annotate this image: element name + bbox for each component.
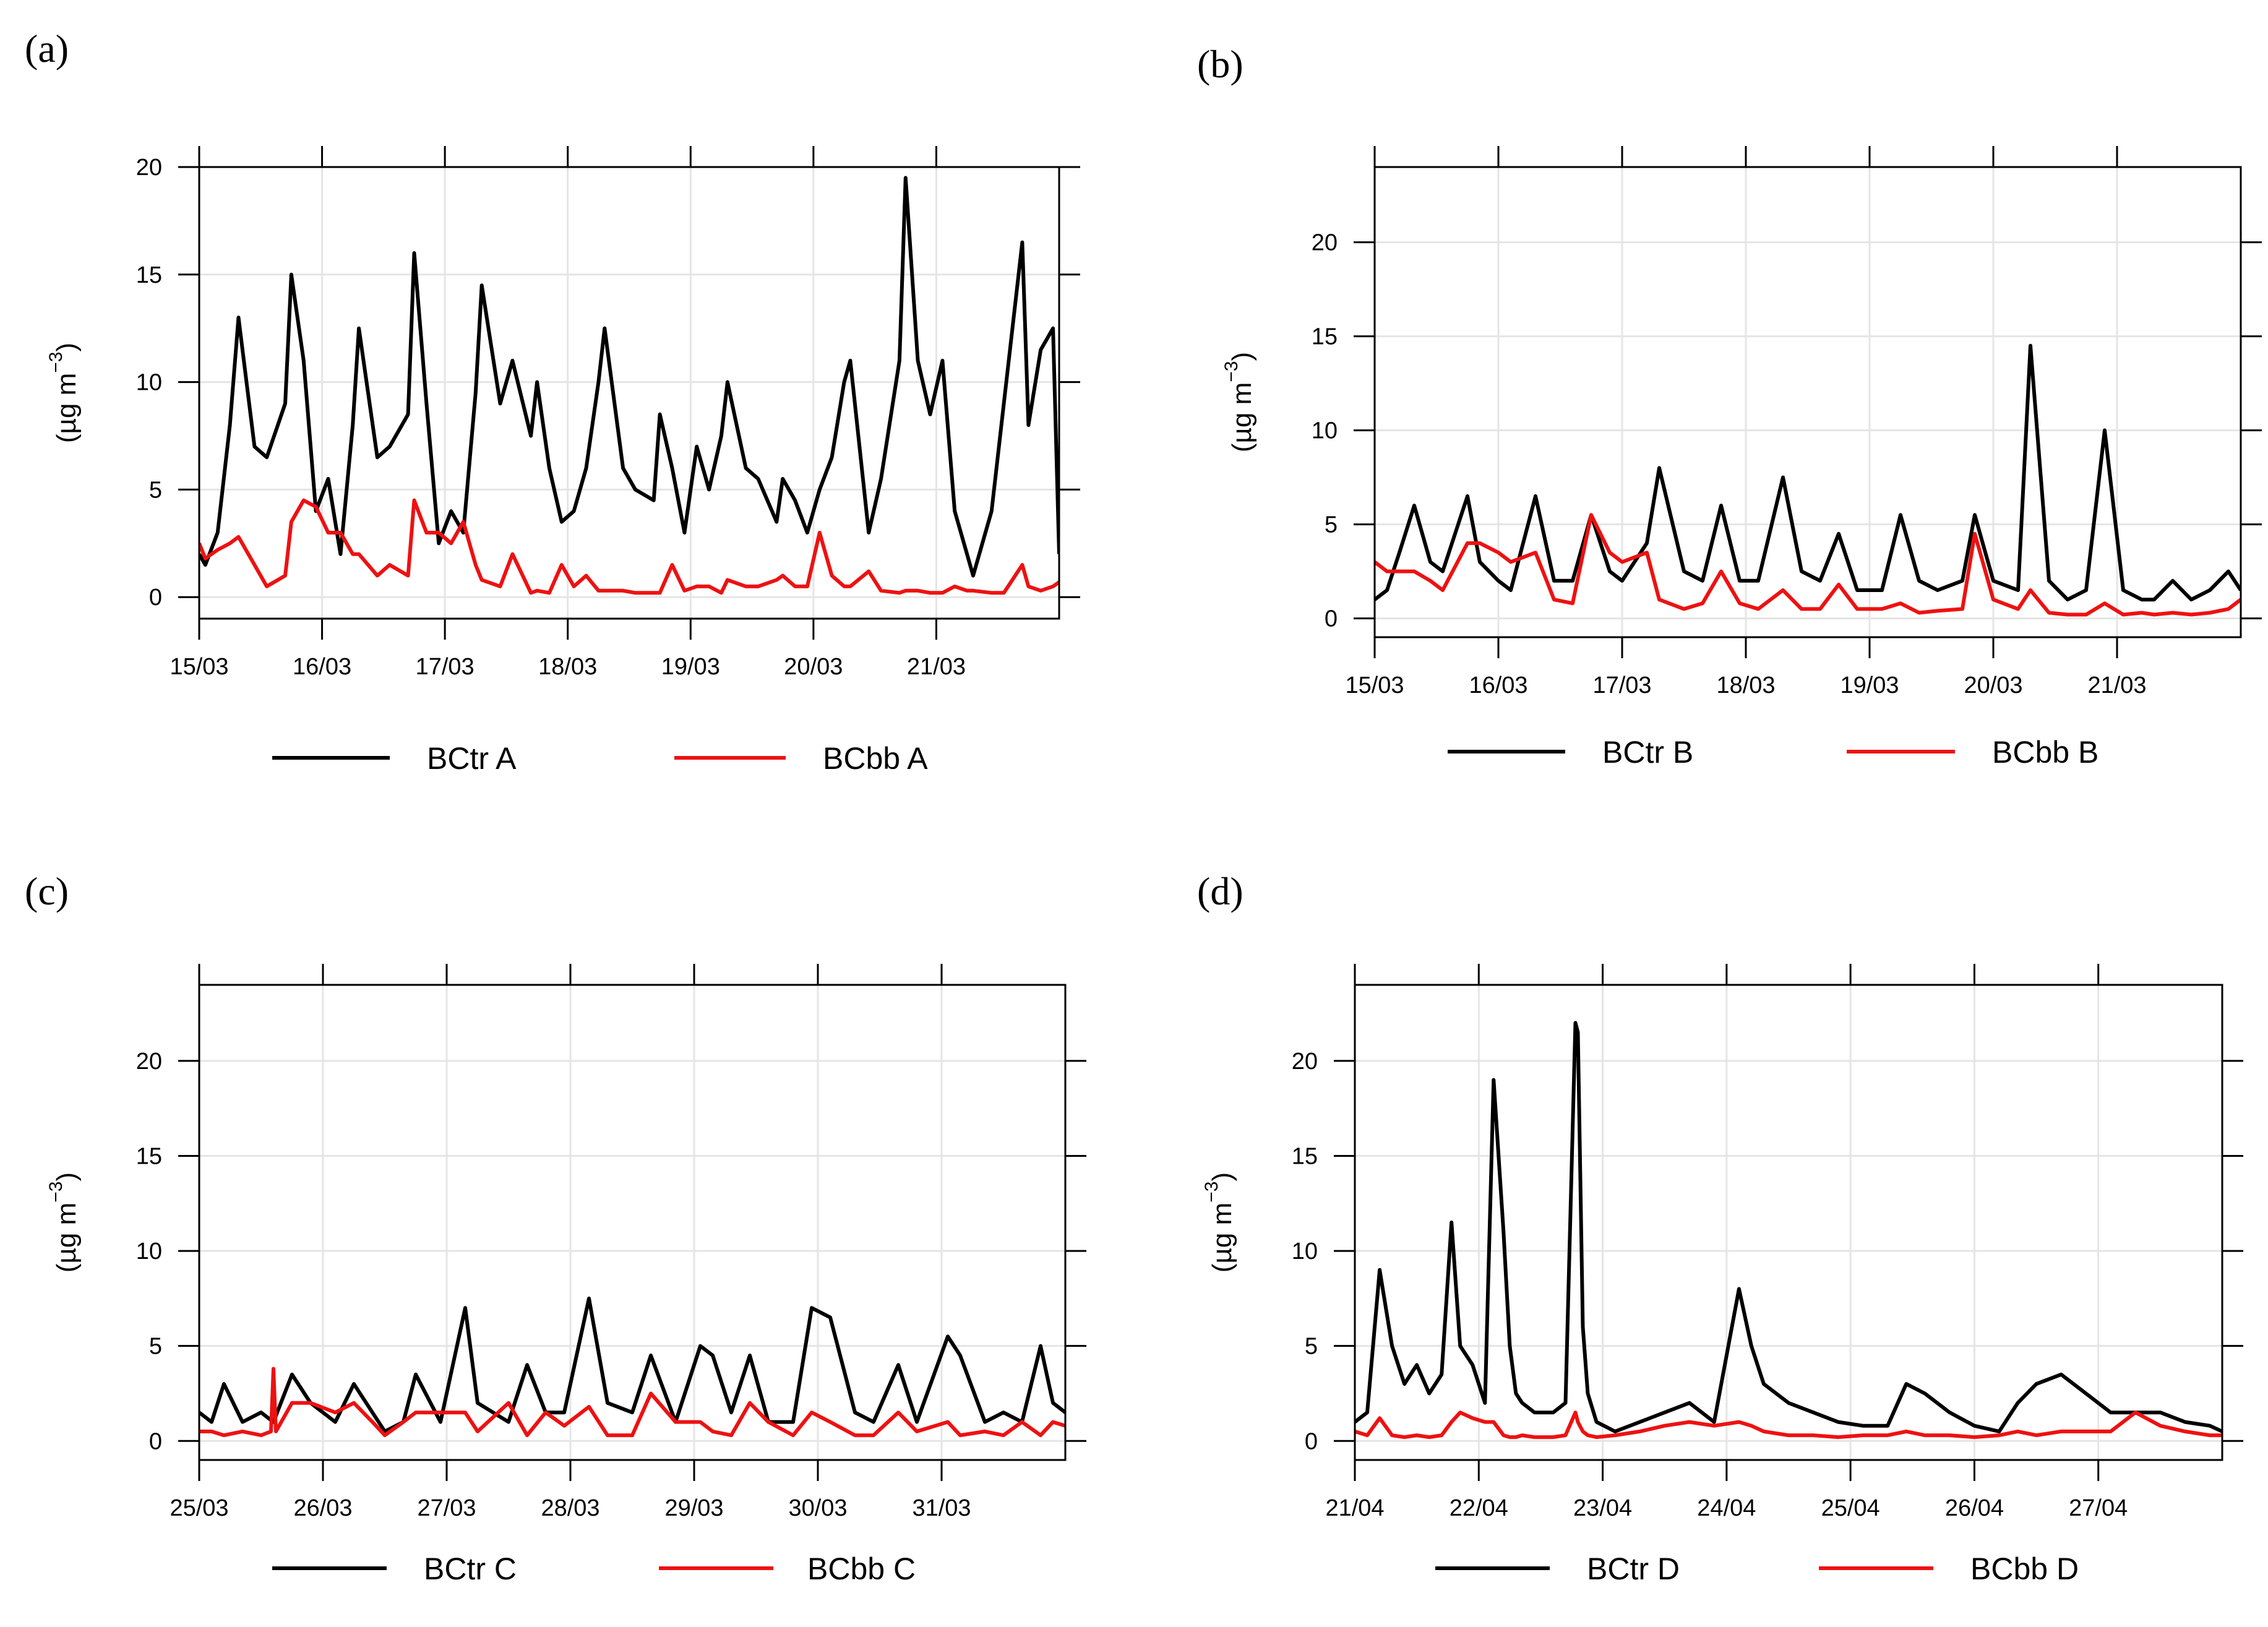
y-axis-label-sup: −3 (1221, 361, 1242, 382)
legend-label-bcbb: BCbb A (823, 741, 928, 776)
series-line-bcbb (1375, 513, 2241, 617)
x-tick-label: 18/03 (1716, 672, 1775, 698)
x-tick-label: 25/04 (1821, 1495, 1880, 1521)
x-tick-label: 19/03 (661, 654, 720, 680)
series-line-bcbb (199, 1367, 1065, 1438)
legend-label-bcbb: BCbb D (1970, 1552, 2079, 1586)
panel-label: (b) (1197, 42, 1244, 86)
y-tick-label: 20 (1292, 1049, 1318, 1075)
y-tick-label: 15 (136, 262, 162, 288)
series-line-bctr (199, 176, 1059, 578)
series-line-bcbb (199, 498, 1059, 595)
series-line-bctr (1375, 343, 2241, 602)
plot-frame (1373, 166, 2242, 638)
x-tick-label: 20/03 (1964, 672, 2022, 698)
y-axis-label: (µg m−3) (46, 343, 82, 443)
panel-d: (d) 0 5 10 15 20 21/04 22/04 23/04 24/04 25/04 26/0… (1197, 869, 2243, 1586)
y-axis-label-close: ) (1227, 352, 1257, 361)
y-axis-label: (µg m−3) (1201, 1172, 1237, 1273)
series-line-bcbb (1355, 1410, 2222, 1440)
x-tick-label: 28/03 (541, 1495, 599, 1521)
y-tick-label: 10 (136, 1238, 162, 1264)
x-tick-label: 29/03 (664, 1495, 723, 1521)
y-tick-label: 15 (1292, 1143, 1318, 1169)
y-axis-label-close: ) (51, 1172, 82, 1182)
y-axis-label-main: (µg m (51, 1203, 82, 1273)
x-tick-label: 23/04 (1573, 1495, 1632, 1521)
y-tick-label: 0 (1305, 1428, 1318, 1454)
x-tick-label: 21/04 (1325, 1495, 1384, 1521)
y-axis-label-close: ) (1207, 1172, 1237, 1182)
x-tick-label: 21/03 (2087, 672, 2146, 698)
series-line-bctr (1355, 1021, 2222, 1433)
y-axis-label-main: (µg m (51, 373, 82, 443)
y-tick-label: 5 (149, 477, 162, 503)
panel-b: (b) 0 5 10 15 20 15/03 16/03 17/03 18/03 19/03 20/0… (1197, 42, 2262, 770)
panel-label: (c) (25, 869, 69, 913)
x-tick-label: 26/03 (293, 1495, 352, 1521)
x-tick-label: 21/03 (907, 654, 966, 680)
plot-frame (198, 984, 1067, 1461)
x-tick-label: 31/03 (912, 1495, 971, 1521)
legend-label-bctr: BCtr C (424, 1552, 517, 1586)
x-tick-label: 20/03 (784, 654, 843, 680)
y-tick-label: 20 (1312, 230, 1338, 256)
y-tick-label: 0 (149, 1428, 162, 1454)
x-tick-label: 16/03 (293, 654, 351, 680)
y-tick-label: 20 (136, 1049, 162, 1075)
series-line-bctr (199, 1296, 1065, 1433)
x-tick-label: 27/04 (2069, 1495, 2128, 1521)
x-tick-label: 24/04 (1697, 1495, 1756, 1521)
y-axis-label-main: (µg m (1207, 1203, 1237, 1273)
y-tick-label: 15 (136, 1143, 162, 1169)
legend-label-bcbb: BCbb B (1992, 735, 2098, 770)
y-tick-label: 0 (149, 585, 162, 611)
plot-frame (198, 166, 1060, 620)
y-tick-label: 0 (1325, 606, 1338, 632)
x-tick-label: 17/03 (1592, 672, 1651, 698)
plot-frame (1354, 984, 2223, 1461)
y-tick-label: 5 (1305, 1334, 1318, 1360)
panel-label: (d) (1197, 869, 1244, 913)
y-axis-label-sup: −3 (46, 1182, 66, 1203)
x-tick-label: 15/03 (170, 654, 228, 680)
legend-label-bctr: BCtr D (1587, 1552, 1680, 1586)
x-tick-label: 19/03 (1840, 672, 1899, 698)
y-axis-label: (µg m−3) (46, 1172, 82, 1273)
y-tick-label: 5 (1325, 512, 1338, 538)
y-axis-label-sup: −3 (1201, 1182, 1222, 1203)
legend-label-bcbb: BCbb C (807, 1552, 916, 1586)
y-axis-label-sup: −3 (46, 352, 66, 373)
x-tick-label: 18/03 (538, 654, 597, 680)
x-tick-label: 30/03 (788, 1495, 847, 1521)
y-axis-label-main: (µg m (1227, 382, 1257, 452)
legend-label-bctr: BCtr A (427, 741, 517, 776)
x-tick-label: 17/03 (416, 654, 475, 680)
y-tick-label: 10 (136, 370, 162, 396)
panel-a: (a) 0 5 10 15 20 15/03 16/03 17/03 18/03 19/03 20/0… (25, 27, 1080, 776)
y-axis-label-close: ) (51, 343, 82, 352)
x-tick-label: 26/04 (1945, 1495, 2004, 1521)
x-tick-label: 25/03 (170, 1495, 228, 1521)
x-tick-label: 27/03 (417, 1495, 476, 1521)
y-tick-label: 5 (149, 1334, 162, 1360)
panel-c: (c) 0 5 10 15 20 25/03 26/03 27/03 28/03 29/03 30/0… (25, 869, 1086, 1586)
y-tick-label: 10 (1292, 1238, 1318, 1264)
panel-label: (a) (25, 27, 69, 71)
x-tick-label: 22/04 (1450, 1495, 1508, 1521)
y-tick-label: 10 (1312, 418, 1338, 444)
y-axis-label: (µg m−3) (1221, 352, 1257, 452)
legend-label-bctr: BCtr B (1602, 735, 1693, 770)
x-tick-label: 16/03 (1469, 672, 1527, 698)
y-tick-label: 15 (1312, 324, 1338, 350)
y-tick-label: 20 (136, 155, 162, 181)
x-tick-label: 15/03 (1345, 672, 1404, 698)
